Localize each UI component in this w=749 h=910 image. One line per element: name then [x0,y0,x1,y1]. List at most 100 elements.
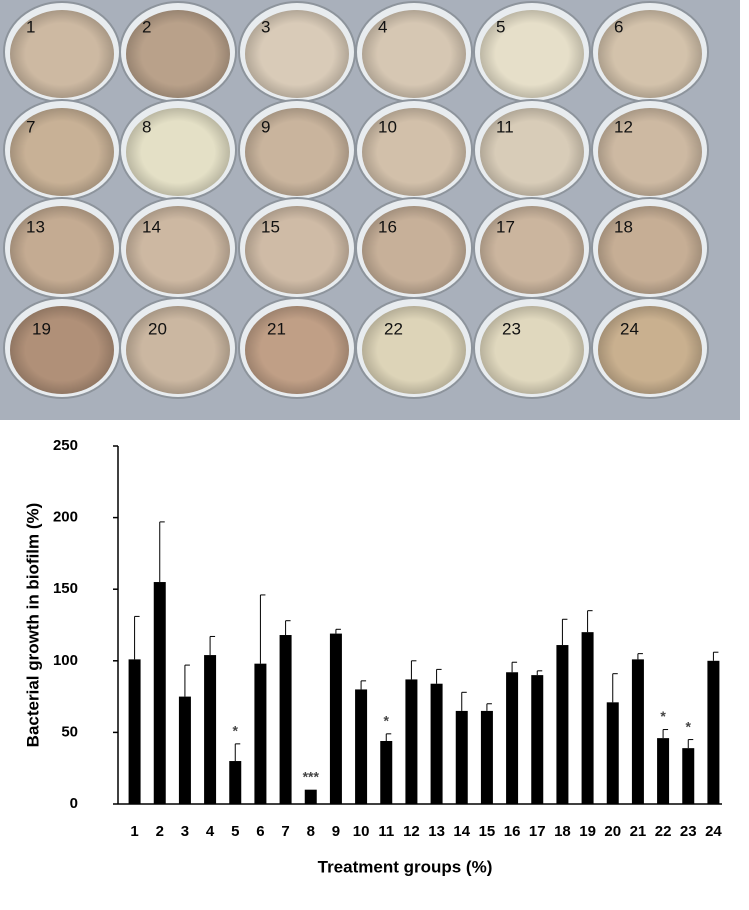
significance-label: * [660,708,666,724]
bar [707,660,720,804]
well-shade [362,306,466,394]
bar [480,710,493,804]
y-tick-label: 100 [53,652,78,669]
significance-label: * [384,713,390,729]
well-shade [245,306,349,394]
y-tick-label: 250 [53,437,78,454]
well-shade [598,306,702,394]
bar [204,655,217,804]
bar-chart: Bacterial growth in biofilm (%) Treatmen… [23,437,722,877]
well-label: 1 [26,17,35,36]
bar [657,738,670,804]
well-label: 6 [614,17,623,36]
well-shade [362,10,466,98]
well-label: 12 [614,117,633,136]
bar [631,659,644,804]
x-tick-label: 10 [353,823,370,840]
y-tick-label: 150 [53,580,78,597]
bar [128,659,141,804]
bar [380,740,393,804]
well-label: 21 [267,319,286,338]
x-tick-label: 7 [281,823,289,840]
y-axis-title: Bacterial growth in biofilm (%) [23,503,42,748]
x-tick-label: 24 [705,823,722,840]
bar [455,710,468,804]
x-tick-label: 8 [307,823,315,840]
bar [606,702,619,804]
significance-label: * [233,723,239,739]
x-tick-label: 1 [130,823,138,840]
well-shade [598,108,702,196]
well-shade [126,206,230,294]
x-tick-label: 15 [479,823,496,840]
bar [556,645,569,804]
y-tick-label: 200 [53,509,78,526]
well-label: 13 [26,217,45,236]
well-shade [10,108,114,196]
well-label: 4 [378,17,387,36]
bar [405,679,418,804]
x-tick-label: 17 [529,823,546,840]
significance-label: *** [303,768,320,784]
well-shade [10,306,114,394]
x-tick-label: 18 [554,823,571,840]
well-shade [598,206,702,294]
well-label: 3 [261,17,270,36]
x-tick-label: 11 [378,823,394,840]
well-label: 5 [496,17,505,36]
x-tick-label: 14 [453,823,470,840]
x-tick-label: 21 [630,823,647,840]
x-axis-title: Treatment groups (%) [318,857,493,876]
bar [506,672,519,804]
bar [682,748,695,804]
well-label: 11 [496,117,514,136]
x-tick-label: 6 [256,823,264,840]
significance-label: * [686,718,692,734]
well-label: 8 [142,117,151,136]
well-shade [245,10,349,98]
well-shade [480,206,584,294]
well-label: 17 [496,217,515,236]
well-shade [362,206,466,294]
well-label: 14 [142,217,161,236]
bar [329,633,342,804]
x-tick-label: 5 [231,823,239,840]
well-label: 7 [26,117,35,136]
well-shade [362,108,466,196]
bar [581,632,594,804]
well-label: 18 [614,217,633,236]
bar [229,761,242,804]
well-label: 20 [148,319,167,338]
bar [254,663,267,804]
x-tick-label: 12 [403,823,420,840]
x-tick-label: 2 [156,823,164,840]
x-tick-label: 4 [206,823,215,840]
x-tick-label: 20 [604,823,621,840]
x-tick-label: 16 [504,823,521,840]
x-tick-label: 13 [428,823,445,840]
well-label: 10 [378,117,397,136]
well-shade [245,108,349,196]
bar [178,696,191,804]
x-tick-label: 23 [680,823,697,840]
x-tick-label: 9 [332,823,340,840]
well-shade [10,10,114,98]
bar [279,635,292,804]
well-shade [480,108,584,196]
well-shade [245,206,349,294]
well-label: 15 [261,217,280,236]
well-shade [10,206,114,294]
x-tick-label: 22 [655,823,672,840]
well-label: 22 [384,319,403,338]
well-shade [126,108,230,196]
well-shade [126,10,230,98]
well-shade [480,10,584,98]
bar [304,789,317,804]
bar [430,683,443,804]
well-label: 19 [32,319,51,338]
well-shade [598,10,702,98]
bar [355,689,368,804]
bar [531,675,544,804]
well-label: 16 [378,217,397,236]
